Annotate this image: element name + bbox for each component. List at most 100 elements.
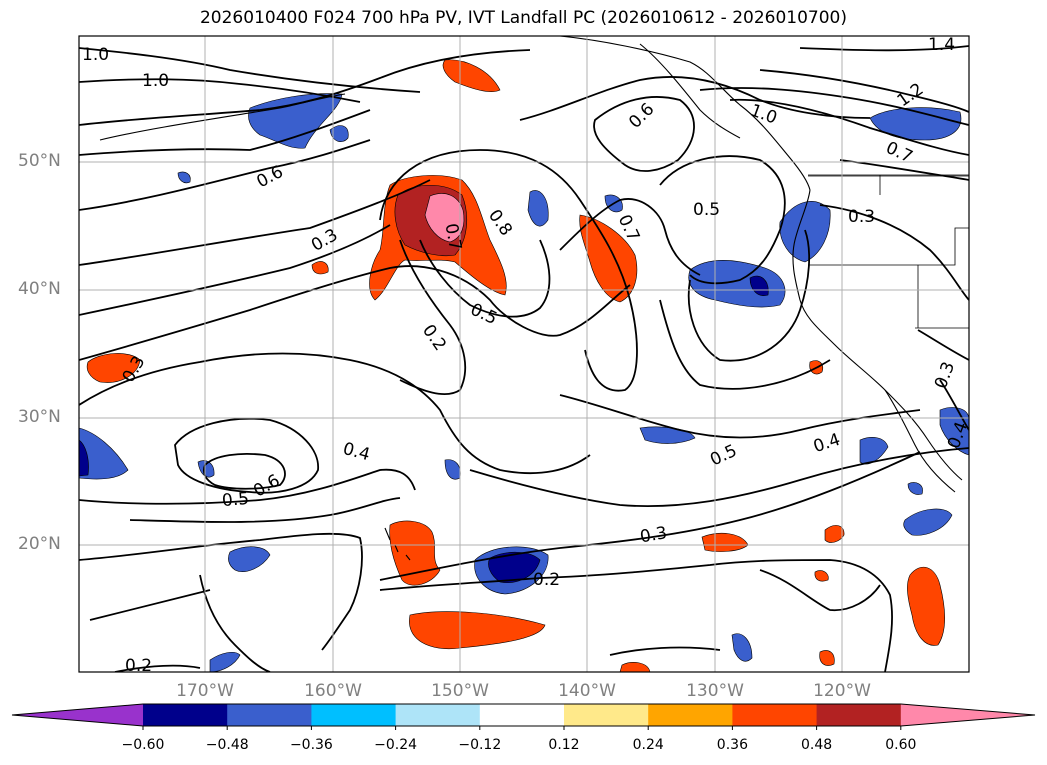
contour-line (89, 589, 211, 621)
shading-positive (619, 662, 651, 672)
contour-line (379, 559, 893, 672)
contour-line (79, 78, 361, 103)
shading-layer (79, 59, 969, 672)
contour-line (379, 451, 921, 581)
shading-positive (907, 566, 945, 646)
shading-positive (814, 570, 829, 582)
colorbar-tick-label: −0.12 (458, 737, 502, 753)
shading-positive (819, 650, 835, 666)
shading-positive (86, 353, 141, 383)
shading-negative (731, 633, 753, 662)
shading-negative (939, 407, 969, 456)
shading-negative (209, 651, 241, 672)
contour-line (79, 47, 421, 93)
contour-label: 0.2 (125, 656, 152, 676)
contour-line (687, 229, 811, 362)
contour-line (79, 179, 431, 266)
contour-line (79, 265, 631, 361)
shading-negative (749, 275, 769, 296)
colorbar-tick-label: −0.48 (205, 737, 249, 753)
contour-line (759, 69, 969, 113)
colorbar-extend-min (12, 704, 143, 726)
shading-positive (579, 214, 638, 303)
colorbar-segment (564, 704, 649, 726)
contour-line (79, 468, 416, 505)
lon-label: 120°W (813, 681, 871, 701)
coastline-west-us (792, 189, 963, 481)
contour-line (939, 379, 969, 431)
contour-line (79, 532, 363, 651)
map-frame (78, 35, 970, 673)
contour-line (729, 98, 969, 156)
shading-positive (389, 520, 441, 586)
shading-negative (329, 125, 349, 143)
lon-label: 140°W (558, 681, 616, 701)
colorbar-tick-label: 0.60 (885, 737, 917, 753)
shading-negative (79, 427, 129, 480)
plot-title: 2026010400 F024 700 hPa PV, IVT Landfall… (199, 8, 847, 28)
coastline-alaska (639, 43, 741, 139)
contour-line (659, 155, 786, 285)
contour-label: 1.0 (82, 45, 109, 65)
lon-label: 160°W (304, 681, 362, 701)
graticule (79, 36, 969, 672)
lon-label: 170°W (176, 681, 234, 701)
shading-positive (409, 611, 546, 650)
colorbar-segment (816, 704, 902, 726)
contour-line (79, 352, 591, 475)
shading-negative (79, 439, 89, 477)
contour-label: 0.3 (638, 523, 668, 547)
contour-label: 0.3 (848, 207, 875, 227)
colorbar-segment (395, 704, 481, 726)
lon-label: 130°W (686, 681, 744, 701)
colorbar-tick-label: 0.24 (632, 737, 664, 753)
shading-negative (907, 482, 923, 495)
contour-line (593, 96, 695, 172)
lon-label: 150°W (431, 681, 489, 701)
contour-line (174, 417, 319, 494)
colorbar-tick-label: 0.36 (716, 737, 748, 753)
colorbar-tick-label: −0.60 (121, 737, 165, 753)
colorbar-segment (648, 704, 733, 726)
contour-line (519, 76, 871, 121)
contour-line (79, 139, 371, 211)
lat-label: 30°N (18, 407, 61, 427)
contour-line (114, 664, 201, 672)
contour-line (659, 299, 831, 390)
shading-negative (527, 190, 549, 227)
contour-label: 1.4 (928, 35, 955, 55)
contour-line (419, 239, 551, 318)
contour-line (699, 87, 969, 126)
colorbar-extend-max (900, 704, 1035, 726)
contour-line (917, 329, 969, 361)
colorbar-segment (732, 704, 818, 726)
colorbar-tick-label: 0.48 (801, 737, 833, 753)
colorbar-segment (311, 704, 397, 726)
colorbar-segment (227, 704, 312, 726)
contour-line (399, 239, 467, 395)
state-borders (808, 174, 969, 329)
contour-line (79, 109, 371, 156)
colorbar-segment (479, 704, 565, 726)
coastline-islands (384, 527, 411, 561)
contour-line (799, 45, 969, 52)
contour-line (469, 447, 969, 508)
lat-label: 50°N (18, 151, 61, 171)
contour-label: 0.5 (693, 200, 720, 220)
shading-positive (442, 59, 501, 93)
shading-negative (177, 171, 191, 184)
contour-label: 0.7 (441, 222, 465, 252)
contour-label: 1.0 (142, 71, 169, 91)
contour-label: 0.5 (221, 489, 250, 511)
lat-label: 20°N (18, 534, 61, 554)
shading-negative (903, 508, 953, 536)
contour-line (759, 569, 881, 612)
shading-positive-peak (424, 193, 465, 243)
contour-line (79, 49, 531, 126)
shading-negative (248, 93, 343, 149)
contour-line (609, 646, 721, 656)
contour-line (559, 198, 701, 276)
contour-line (819, 204, 969, 301)
contour-line (79, 224, 391, 316)
